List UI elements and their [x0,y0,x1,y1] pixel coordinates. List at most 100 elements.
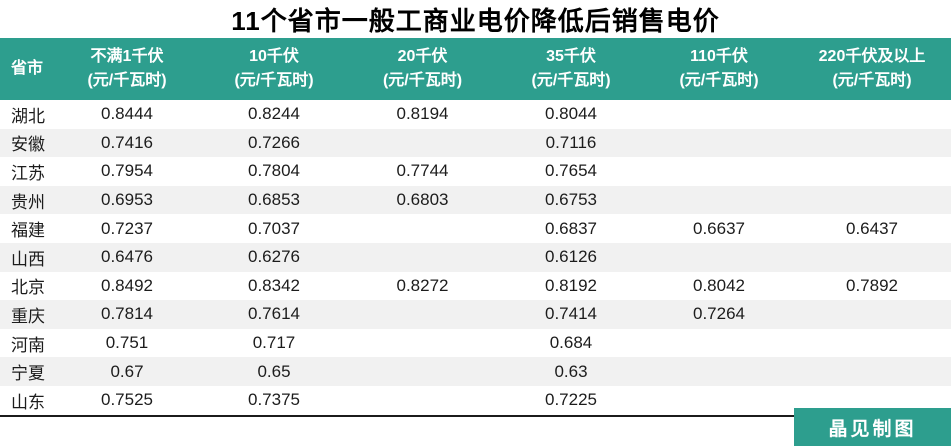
value-cell [348,386,497,416]
table-row: 北京 0.8492 0.8342 0.8272 0.8192 0.8042 0.… [0,271,951,301]
column-header-unit: (元/千瓦时) [87,72,167,89]
province-cell: 山东 [11,392,45,412]
column-header-under1kv: 不满1千伏 (元/千瓦时) [54,38,200,100]
value-cell: 0.7037 [248,218,300,238]
value-cell: 0.65 [257,361,291,381]
value-cell: 0.8194 [396,104,449,124]
table-row: 安徽 0.7416 0.7266 0.7116 [0,128,951,158]
column-header-label: 20千伏 [397,48,448,65]
value-cell: 0.684 [549,333,593,353]
value-cell: 0.7237 [101,218,153,238]
value-cell: 0.8342 [248,275,300,295]
value-cell [348,214,497,243]
value-cell: 0.7892 [846,275,898,295]
column-header-220kv-and-above: 220千伏及以上 (元/千瓦时) [793,38,951,100]
province-cell: 江苏 [11,163,45,183]
value-cell [793,157,951,186]
value-cell [645,243,793,272]
value-cell [645,129,793,158]
column-header-label: 220千伏及以上 [818,48,926,65]
column-header-label: 省市 [10,60,43,77]
value-cell [793,357,951,386]
value-cell: 0.67 [110,361,144,381]
table-row: 山东 0.7525 0.7375 0.7225 [0,385,951,416]
value-cell [645,100,793,129]
province-cell: 北京 [11,278,45,298]
table-row: 宁夏 0.67 0.65 0.63 [0,357,951,386]
province-cell: 河南 [11,335,45,355]
value-cell: 0.6803 [396,190,449,210]
value-cell [645,386,793,416]
value-cell [793,100,951,129]
infographic-page: 11个省市一般工商业电价降低后销售电价 省市 不满1千伏 (元/千瓦时) 10千 [0,6,951,446]
value-cell: 0.6853 [248,190,300,210]
value-cell: 0.7116 [545,132,597,152]
province-cell: 重庆 [11,306,45,326]
column-header-unit: (元/千瓦时) [832,72,912,89]
column-header-label: 35千伏 [546,48,596,65]
table-row: 福建 0.7237 0.7037 0.6837 0.6637 0.6437 [0,214,951,243]
value-cell: 0.7266 [248,132,300,152]
column-header-unit: (元/千瓦时) [234,72,314,89]
value-cell: 0.8192 [545,275,597,295]
value-cell: 0.7375 [248,390,300,410]
value-cell: 0.8492 [101,275,153,295]
value-cell: 0.6437 [846,218,898,238]
value-cell [348,357,497,386]
value-cell: 0.63 [554,361,588,381]
value-cell: 0.6637 [693,218,745,238]
value-cell: 0.8044 [545,104,597,124]
province-cell: 福建 [11,221,45,241]
value-cell [348,243,497,272]
table-row: 湖北 0.8444 0.8244 0.8194 0.8044 [0,100,951,129]
table-row: 河南 0.751 0.717 0.684 [0,328,951,358]
table-row: 江苏 0.7954 0.7804 0.7744 0.7654 [0,157,951,186]
value-cell: 0.7414 [545,304,597,324]
value-cell [793,329,951,358]
value-cell: 0.7225 [545,390,597,410]
table-row: 重庆 0.7814 0.7614 0.7414 0.7264 [0,300,951,329]
table-header-row: 省市 不满1千伏 (元/千瓦时) 10千伏 (元/千瓦时) 20千伏 (元/千瓦… [0,38,951,100]
value-cell: 0.6476 [101,247,153,267]
value-cell [793,243,951,272]
column-header-label: 10千伏 [249,48,299,65]
value-cell: 0.8244 [248,104,300,124]
value-cell [645,186,793,215]
column-header-unit: (元/千瓦时) [679,72,759,89]
column-header-province: 省市 [0,38,54,100]
province-cell: 安徽 [11,135,45,155]
price-table: 省市 不满1千伏 (元/千瓦时) 10千伏 (元/千瓦时) 20千伏 (元/千瓦… [0,38,951,417]
value-cell: 0.7954 [101,161,153,181]
value-cell: 0.6126 [545,247,597,267]
value-cell [348,300,497,329]
credit-badge: 晶见制图 [794,408,951,446]
column-header-unit: (元/千瓦时) [531,72,611,89]
value-cell [348,329,497,358]
value-cell: 0.8042 [693,275,745,295]
column-header-20kv: 20千伏 (元/千瓦时) [348,38,497,100]
value-cell: 0.7416 [101,132,153,152]
value-cell [793,300,951,329]
column-header-unit: (元/千瓦时) [382,72,463,89]
column-header-110kv: 110千伏 (元/千瓦时) [645,38,793,100]
value-cell: 0.7804 [248,161,300,181]
value-cell: 0.7525 [101,390,153,410]
value-cell: 0.6837 [545,218,597,238]
value-cell [645,157,793,186]
value-cell: 0.751 [105,333,149,353]
value-cell: 0.6276 [248,247,300,267]
value-cell: 0.8272 [396,275,449,295]
table-row: 贵州 0.6953 0.6853 0.6803 0.6753 [0,185,951,215]
province-cell: 湖北 [11,106,45,126]
value-cell: 0.7614 [248,304,300,324]
value-cell [793,186,951,215]
value-cell: 0.6953 [101,190,153,210]
value-cell [793,129,951,158]
page-title: 11个省市一般工商业电价降低后销售电价 [231,6,720,36]
column-header-10kv: 10千伏 (元/千瓦时) [200,38,348,100]
value-cell [348,129,497,158]
province-cell: 山西 [11,249,45,269]
province-cell: 宁夏 [11,364,45,384]
value-cell [645,357,793,386]
table-body: 湖北 0.8444 0.8244 0.8194 0.8044 安徽 0.7416… [0,100,951,416]
